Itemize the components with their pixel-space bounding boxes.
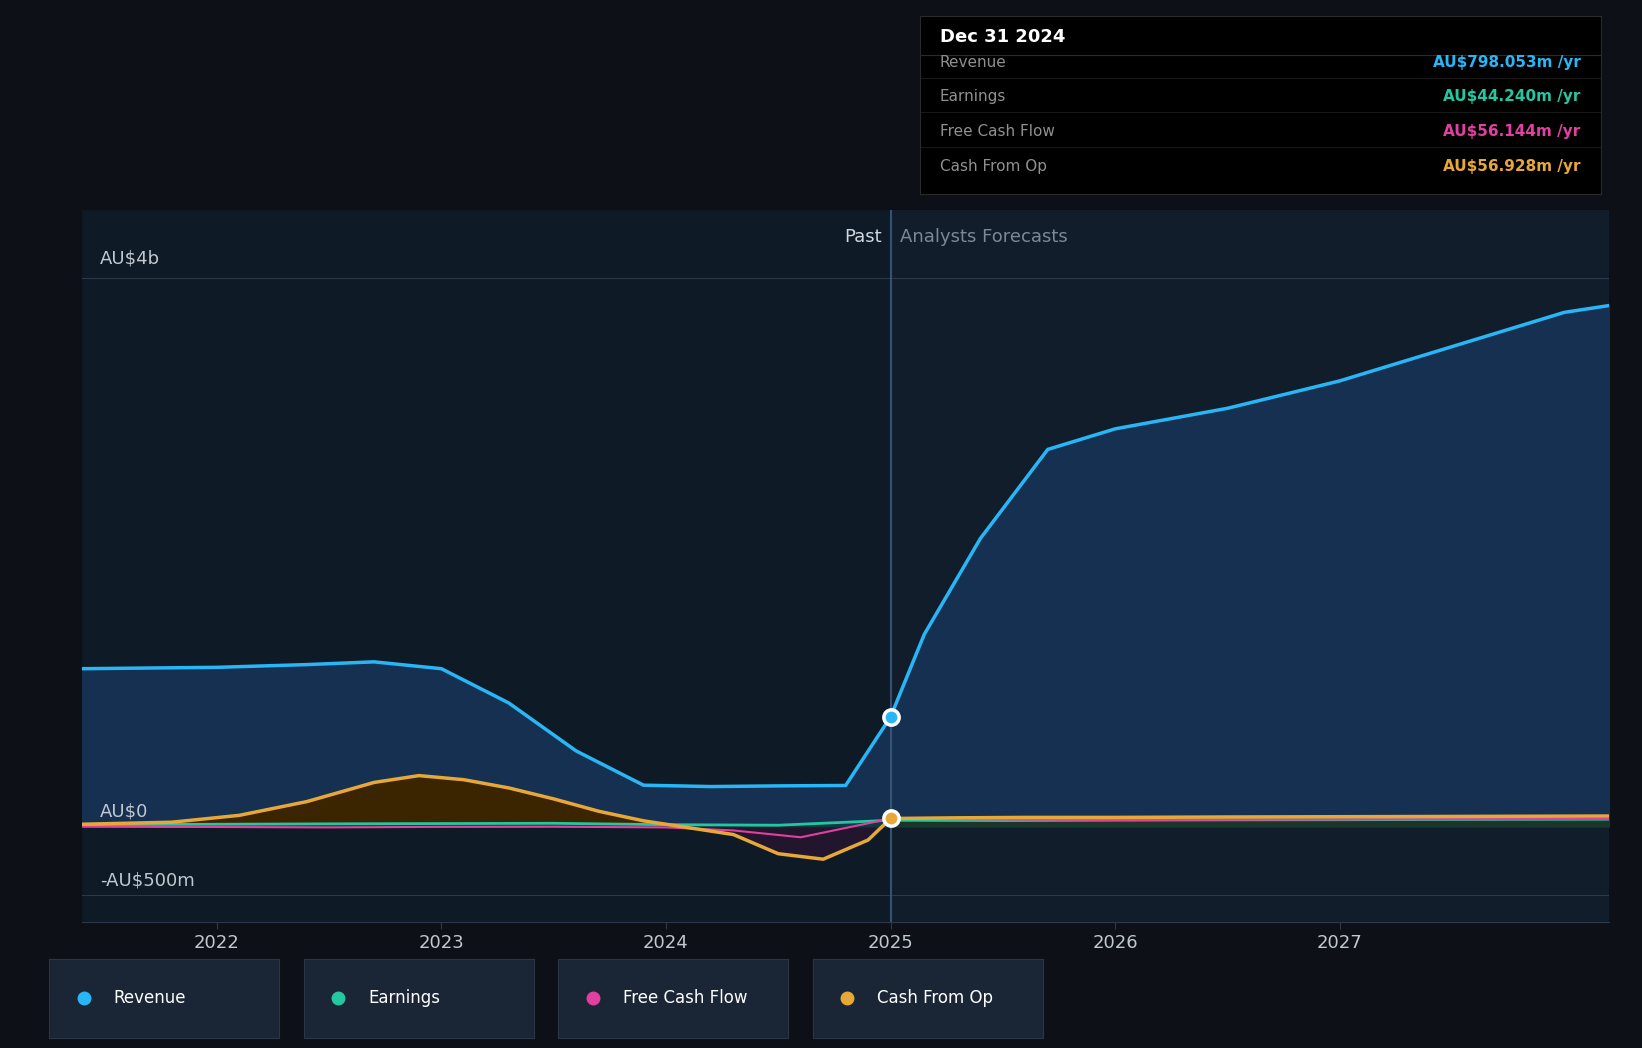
Text: AU$44.240m /yr: AU$44.240m /yr	[1443, 89, 1581, 105]
Text: Dec 31 2024: Dec 31 2024	[939, 28, 1066, 46]
Text: Past: Past	[844, 228, 882, 246]
Text: Analysts Forecasts: Analysts Forecasts	[900, 228, 1067, 246]
Text: Free Cash Flow: Free Cash Flow	[939, 124, 1054, 139]
Text: AU$0: AU$0	[100, 803, 148, 821]
Text: Earnings: Earnings	[939, 89, 1007, 105]
Text: Revenue: Revenue	[113, 989, 186, 1007]
Text: AU$4b: AU$4b	[100, 249, 161, 267]
Text: -AU$500m: -AU$500m	[100, 871, 195, 890]
Text: Cash From Op: Cash From Op	[939, 158, 1048, 174]
Text: AU$56.928m /yr: AU$56.928m /yr	[1443, 158, 1581, 174]
Bar	[82, 210, 890, 922]
Text: AU$56.144m /yr: AU$56.144m /yr	[1443, 124, 1581, 139]
Text: Cash From Op: Cash From Op	[877, 989, 993, 1007]
Text: Free Cash Flow: Free Cash Flow	[622, 989, 747, 1007]
Text: Earnings: Earnings	[368, 989, 440, 1007]
Text: Revenue: Revenue	[939, 54, 1007, 69]
Text: AU$798.053m /yr: AU$798.053m /yr	[1432, 54, 1581, 69]
